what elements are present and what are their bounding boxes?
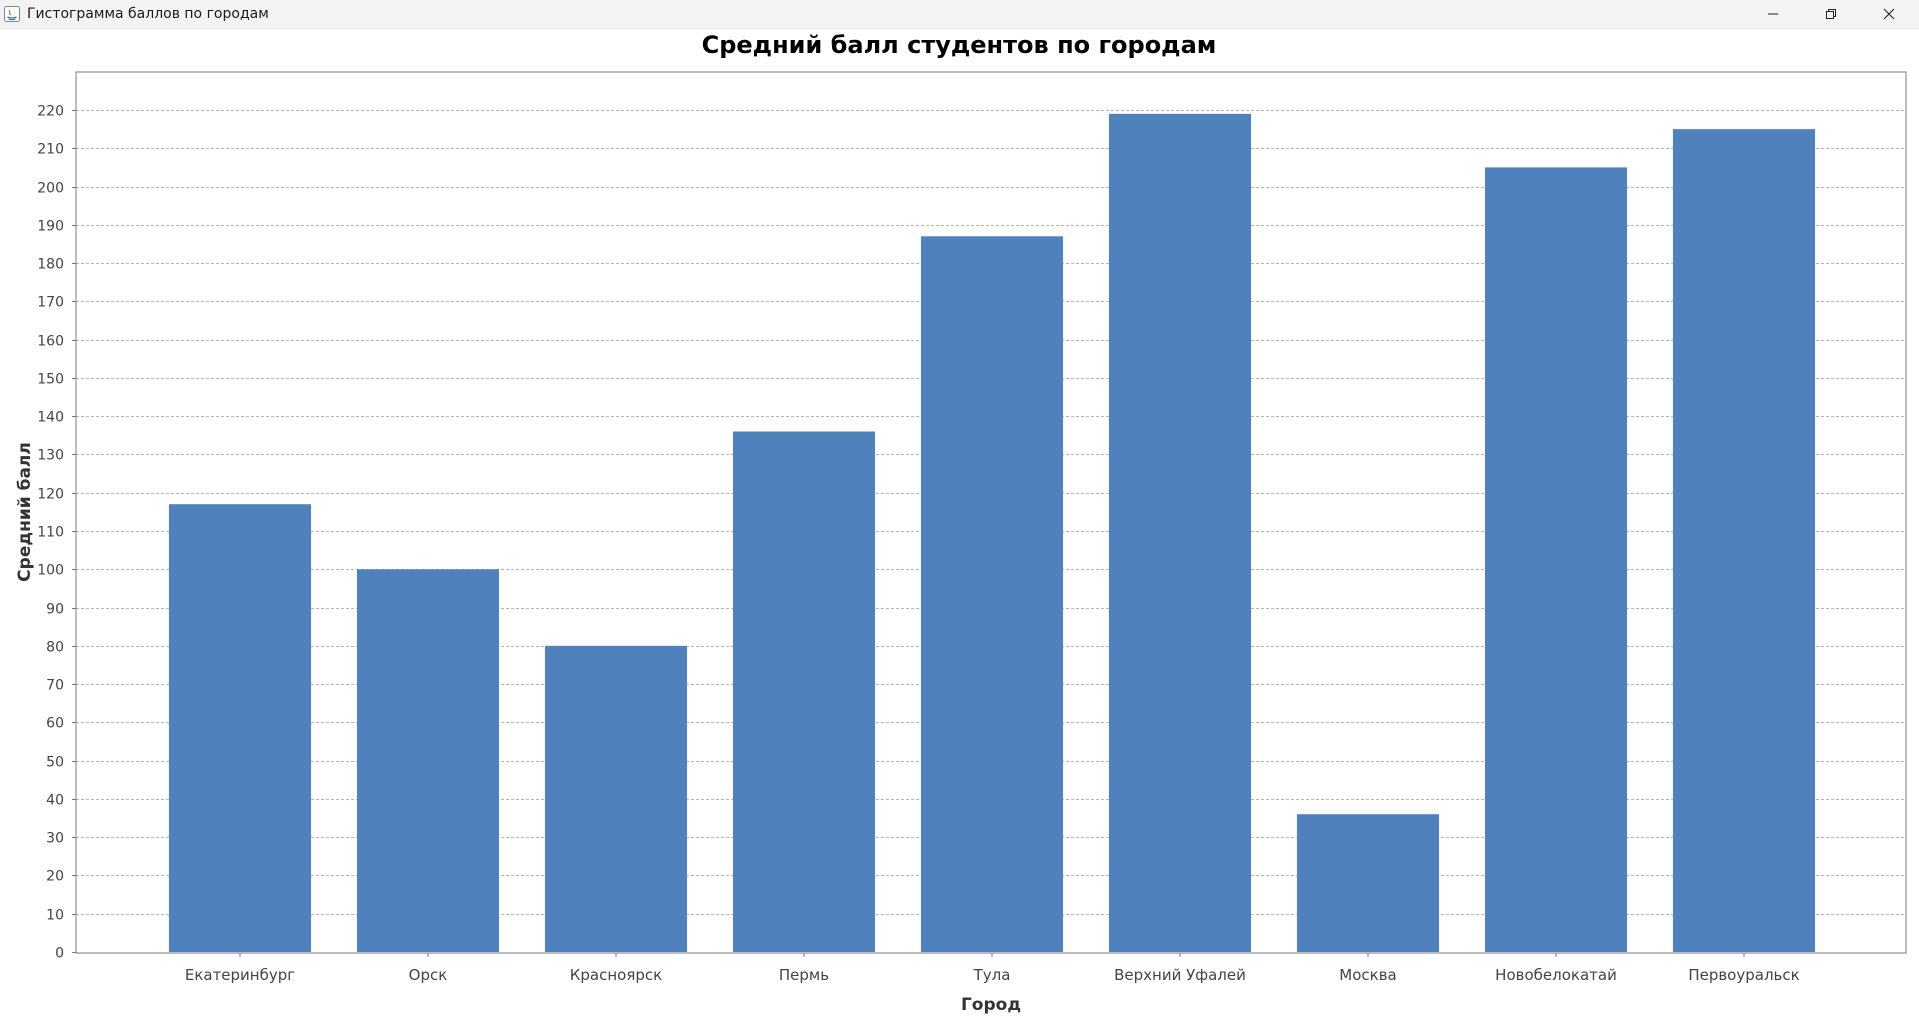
bar xyxy=(733,431,875,952)
bar xyxy=(921,236,1063,953)
bar-chart: Средний балл студентов по городам 0 10 20 3… xyxy=(15,31,1907,1015)
chart-title: Средний балл студентов по городам xyxy=(702,31,1217,59)
y-tick-label: 40 xyxy=(46,793,64,809)
x-axis-label: Город xyxy=(961,995,1021,1015)
bar xyxy=(1485,167,1627,953)
y-tick-label: 0 xyxy=(55,946,64,962)
x-tick-label: Тула xyxy=(973,966,1011,984)
x-tick-label: Москва xyxy=(1339,966,1396,984)
y-tick-label: 170 xyxy=(37,295,64,311)
y-tick-label: 120 xyxy=(37,487,64,503)
y-axis-label: Средний балл xyxy=(15,442,35,582)
y-tick-label: 140 xyxy=(37,410,64,426)
y-tick-label: 70 xyxy=(46,678,64,694)
bars xyxy=(169,113,1815,953)
x-tick-label: Екатеринбург xyxy=(185,966,295,984)
y-tick-label: 10 xyxy=(46,908,64,924)
minimize-button[interactable] xyxy=(1744,0,1802,28)
x-tick-label: Красноярск xyxy=(570,966,662,984)
restore-button[interactable] xyxy=(1802,0,1860,28)
x-tick-label: Новобелокатай xyxy=(1495,966,1617,984)
x-tick-label: Пермь xyxy=(779,966,829,984)
y-tick-label: 60 xyxy=(46,716,64,732)
x-axis-ticks: Екатеринбург Орск Красноярск Пермь Тула Верхн… xyxy=(185,953,1800,984)
y-tick-label: 180 xyxy=(37,257,64,273)
minimize-icon xyxy=(1768,13,1778,15)
close-icon xyxy=(1883,8,1895,20)
y-tick-label: 50 xyxy=(46,755,64,771)
y-tick-label: 200 xyxy=(37,181,64,197)
x-tick-label: Первоуральск xyxy=(1688,966,1799,984)
bar xyxy=(1109,113,1251,952)
y-tick-label: 90 xyxy=(46,602,64,618)
bar xyxy=(545,645,687,952)
y-tick-label: 220 xyxy=(37,104,64,120)
bar xyxy=(357,569,499,952)
restore-icon xyxy=(1826,9,1836,19)
x-tick-label: Орск xyxy=(409,966,448,984)
y-tick-label: 30 xyxy=(46,831,64,847)
window-titlebar: Гистограмма баллов по городам xyxy=(0,0,1919,29)
chart-panel: Средний балл студентов по городам 0 10 20 3… xyxy=(0,29,1919,1015)
window-title: Гистограмма баллов по городам xyxy=(27,6,269,22)
y-tick-label: 100 xyxy=(37,563,64,579)
bar xyxy=(169,504,311,952)
y-tick-label: 110 xyxy=(37,525,64,541)
bar xyxy=(1297,814,1439,952)
y-tick-label: 150 xyxy=(37,372,64,388)
y-tick-label: 210 xyxy=(37,142,64,158)
y-tick-label: 80 xyxy=(46,640,64,656)
close-button[interactable] xyxy=(1860,0,1918,28)
y-tick-label: 160 xyxy=(37,334,64,350)
bar xyxy=(1673,129,1815,953)
y-tick-label: 20 xyxy=(46,869,64,885)
y-tick-label: 130 xyxy=(37,448,64,464)
y-axis-ticks: 0 10 20 30 40 50 60 70 80 90 100 110 120 130 140 150 160… xyxy=(37,104,76,962)
java-app-icon xyxy=(4,6,20,22)
y-tick-label: 190 xyxy=(37,219,64,235)
x-tick-label: Верхний Уфалей xyxy=(1114,966,1246,984)
